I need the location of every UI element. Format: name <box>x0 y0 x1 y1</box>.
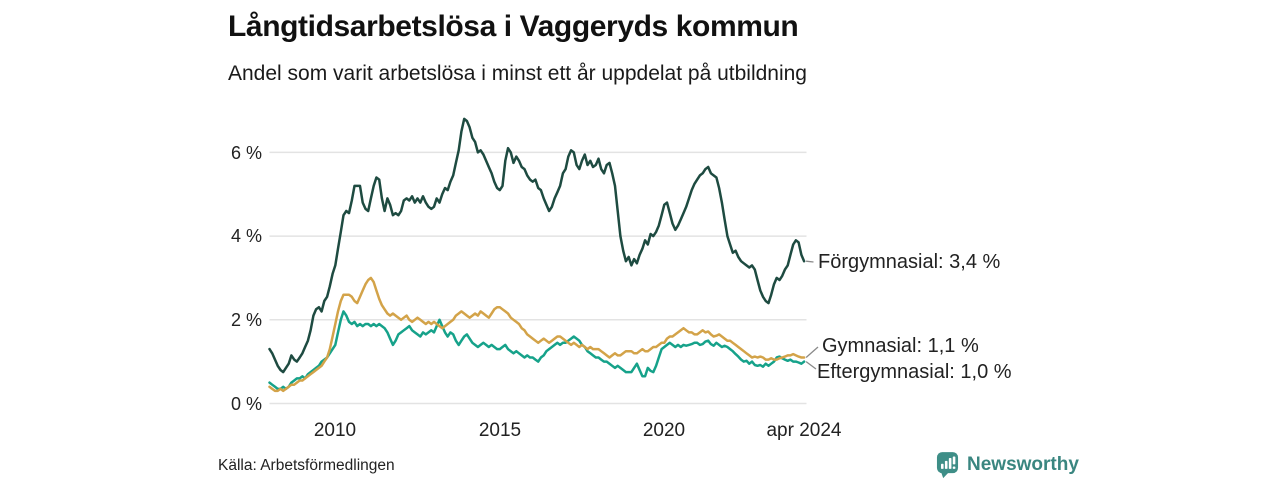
chart-title: Långtidsarbetslösa i Vaggeryds kommun <box>228 10 799 43</box>
chart-bubble-icon <box>936 452 959 479</box>
chart-subtitle: Andel som varit arbetslösa i minst ett å… <box>228 62 807 85</box>
source-note: Källa: Arbetsförmedlingen <box>218 457 395 474</box>
y-tick-2pct: 2 % <box>230 310 262 330</box>
series-line-eftergymnasial <box>268 310 806 391</box>
series-label-forgymnasial: Förgymnasial: 3,4 % <box>818 251 1001 273</box>
leader-line-gymnasial <box>805 346 819 358</box>
series-label-eftergymnasial: Eftergymnasial: 1,0 % <box>817 361 1012 383</box>
series-line-gymnasial <box>268 276 806 393</box>
x-tick-2020: 2020 <box>642 420 686 441</box>
x-tick-apr-2024: apr 2024 <box>766 420 842 441</box>
y-tick-6pct: 6 % <box>230 143 262 163</box>
series-line-förgymnasial <box>268 117 806 374</box>
newsworthy-logo-text: Newsworthy <box>967 454 1079 475</box>
series-label-gymnasial: Gymnasial: 1,1 % <box>822 335 979 357</box>
y-tick-0pct: 0 % <box>230 394 262 414</box>
newsworthy-logo: Newsworthy <box>936 451 1079 479</box>
x-tick-2010: 2010 <box>313 420 357 441</box>
leader-line-förgymnasial <box>806 260 814 263</box>
leader-line-eftergymnasial <box>805 361 817 370</box>
y-tick-4pct: 4 % <box>230 226 262 246</box>
x-tick-2015: 2015 <box>478 420 522 441</box>
